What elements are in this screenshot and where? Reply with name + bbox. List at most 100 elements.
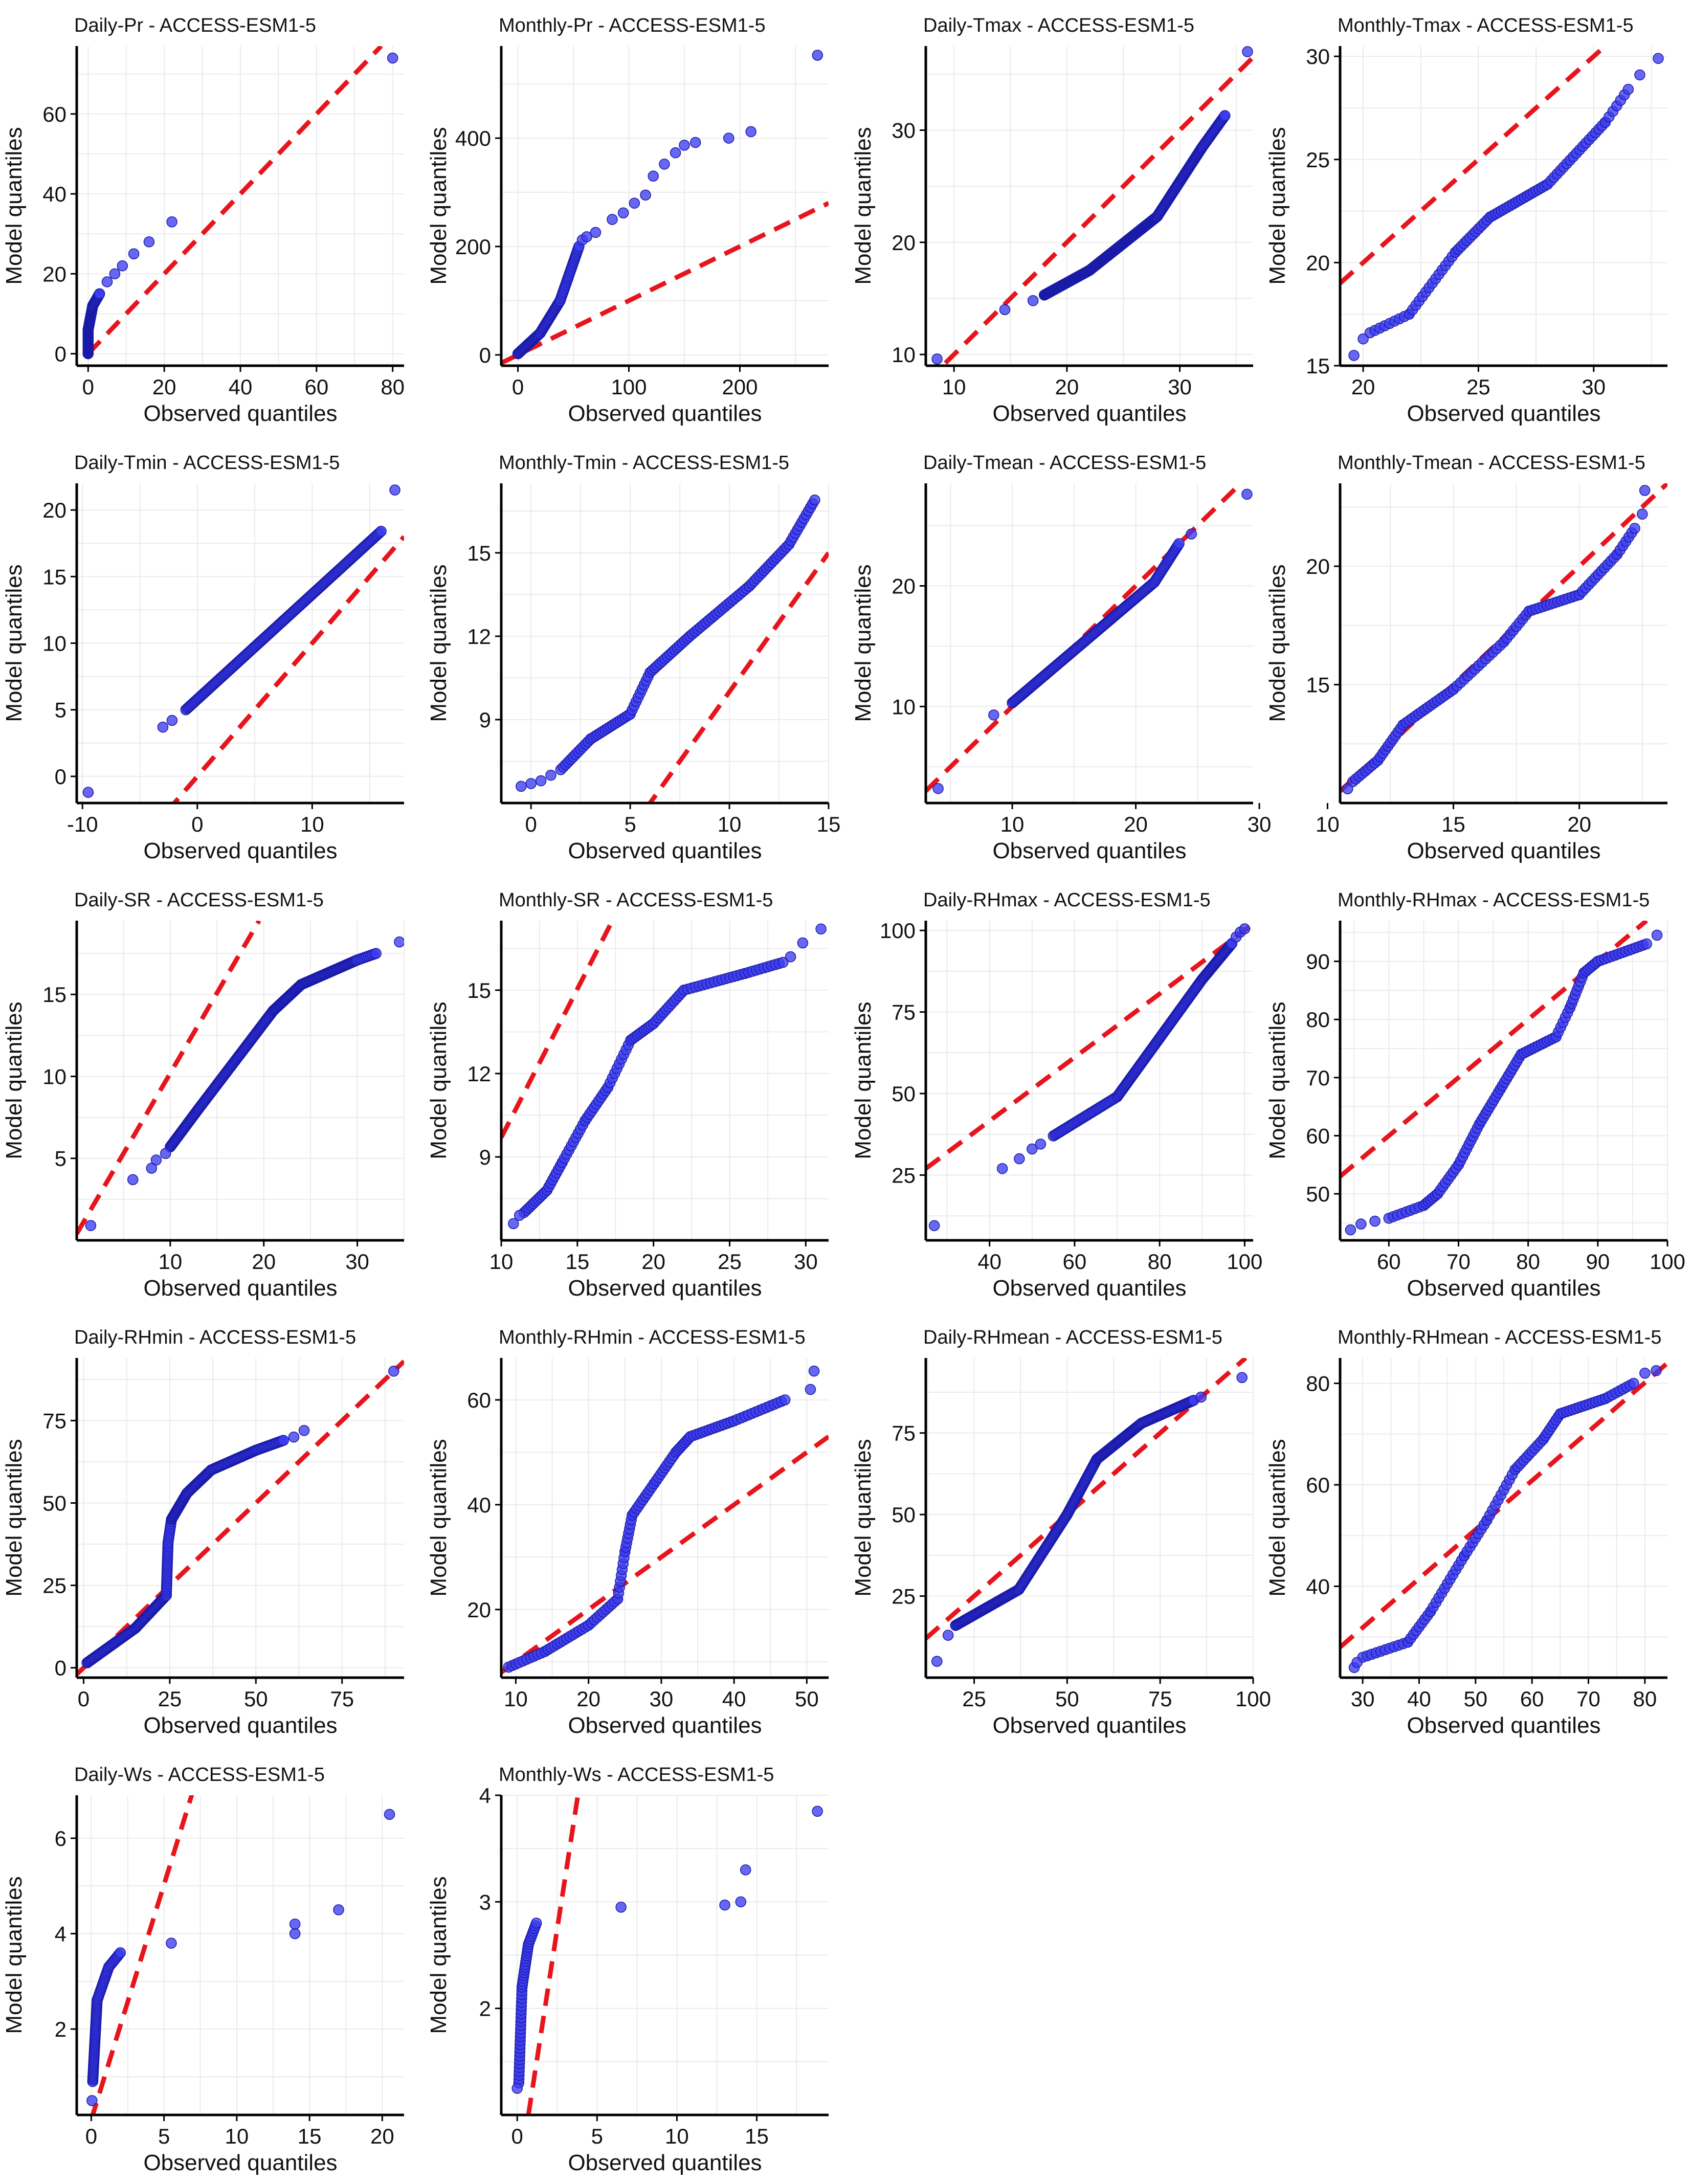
panel-title: Monthly-Tmax - ACCESS-ESM1-5	[1338, 15, 1634, 36]
data-point	[1027, 1143, 1038, 1155]
panel-title: Daily-Tmean - ACCESS-ESM1-5	[923, 452, 1206, 474]
data-point	[815, 923, 827, 935]
data-point	[740, 1864, 751, 1876]
y-tick-label: 2	[479, 1997, 491, 2021]
data-point	[670, 147, 681, 159]
data-point	[516, 781, 527, 792]
reference-line	[1340, 1361, 1667, 1649]
y-tick-label: 75	[892, 1000, 916, 1024]
x-axis-label: Observed quantiles	[1407, 1713, 1600, 1738]
y-tick-label: 10	[892, 695, 916, 719]
x-tick-label: 25	[718, 1250, 742, 1274]
data-point	[278, 1435, 289, 1446]
data-point	[384, 1809, 395, 1820]
y-tick-label: 5	[55, 1147, 66, 1171]
reference-line	[501, 1435, 829, 1675]
panel-title: Monthly-Ws - ACCESS-ESM1-5	[499, 1764, 774, 1786]
y-tick-label: 25	[892, 1163, 916, 1187]
qq-panel: 10 20 30 40 50 20 40 60 Monthly-RHmin - ACCESS-E…	[426, 1327, 829, 1738]
panel-title: Daily-SR - ACCESS-ESM1-5	[74, 889, 324, 911]
data-point	[1035, 1139, 1047, 1150]
y-tick-label: 25	[892, 1585, 916, 1609]
x-tick-label: 30	[650, 1687, 674, 1711]
data-point	[1348, 350, 1360, 361]
y-axis-label: Model quantiles	[1265, 564, 1290, 722]
data-point	[805, 1384, 816, 1395]
data-point	[988, 709, 999, 721]
data-point	[1014, 1153, 1025, 1165]
data-point	[1634, 69, 1645, 81]
y-tick-label: 200	[455, 235, 491, 259]
data-point	[648, 170, 659, 182]
grid-lines	[77, 483, 404, 803]
qq-panel: 25 50 75 100 25 50 75 Daily-RHmean - ACCESS-ESM…	[851, 1327, 1271, 1738]
points-group	[932, 488, 1253, 794]
y-tick-label: 9	[479, 1145, 491, 1169]
points-group	[1348, 53, 1664, 361]
panel-title: Monthly-Pr - ACCESS-ESM1-5	[499, 15, 766, 36]
panel-title: Daily-RHmin - ACCESS-ESM1-5	[74, 1327, 356, 1348]
data-point	[942, 1630, 954, 1641]
x-tick-label: 75	[1148, 1687, 1172, 1711]
data-point	[535, 775, 547, 787]
panel-title: Daily-RHmean - ACCESS-ESM1-5	[923, 1327, 1222, 1348]
data-point	[1641, 938, 1652, 950]
data-point	[511, 2083, 523, 2094]
x-tick-label: 0	[85, 2124, 97, 2148]
data-point	[812, 50, 823, 61]
points-group	[81, 1366, 399, 1668]
y-tick-label: 100	[880, 919, 916, 943]
x-tick-label: 30	[1168, 375, 1192, 399]
data-point	[166, 216, 177, 228]
data-point	[777, 956, 789, 968]
data-point	[797, 937, 809, 949]
panel-title: Monthly-SR - ACCESS-ESM1-5	[499, 889, 773, 911]
data-point	[1345, 1224, 1356, 1236]
x-tick-label: 15	[298, 2124, 322, 2148]
data-point	[745, 126, 756, 138]
x-tick-label: 20	[252, 1250, 276, 1274]
y-axis-label: Model quantiles	[2, 1439, 27, 1596]
x-axis-label: Observed quantiles	[992, 1713, 1186, 1738]
data-point	[1219, 110, 1231, 121]
data-point	[166, 715, 178, 726]
data-point	[514, 1210, 525, 1221]
panel-title: Monthly-Tmean - ACCESS-ESM1-5	[1338, 452, 1645, 474]
reference-line	[77, 921, 261, 1235]
y-axis-label: Model quantiles	[426, 1439, 451, 1596]
data-point	[812, 1806, 823, 1817]
y-tick-label: 20	[892, 231, 916, 255]
x-tick-label: 80	[1516, 1250, 1540, 1274]
data-point	[659, 159, 670, 170]
panel-title: Monthly-RHmean - ACCESS-ESM1-5	[1338, 1327, 1662, 1348]
grid-lines	[501, 1358, 829, 1678]
y-tick-label: 80	[1306, 1008, 1330, 1032]
x-tick-label: 25	[158, 1687, 182, 1711]
y-tick-label: 25	[1306, 148, 1330, 172]
y-tick-label: 4	[55, 1922, 66, 1946]
data-point	[85, 1220, 97, 1231]
data-point	[394, 936, 404, 948]
data-point	[723, 132, 734, 144]
y-tick-label: 0	[55, 342, 66, 366]
points-group	[931, 46, 1253, 365]
panel-title: Monthly-Tmin - ACCESS-ESM1-5	[499, 452, 789, 474]
data-point	[387, 52, 398, 64]
x-tick-label: 100	[1650, 1250, 1685, 1274]
grid-lines	[501, 483, 829, 804]
y-tick-label: 75	[42, 1409, 66, 1433]
y-tick-label: 20	[42, 498, 66, 522]
y-axis-label: Model quantiles	[851, 1439, 876, 1596]
data-point	[375, 526, 387, 537]
data-point	[1637, 508, 1648, 520]
data-point	[1369, 1215, 1381, 1227]
points-group	[1342, 485, 1651, 794]
x-tick-label: 10	[665, 2124, 689, 2148]
y-tick-label: 12	[467, 625, 491, 649]
y-tick-label: 40	[42, 182, 66, 206]
x-tick-label: 40	[1407, 1687, 1431, 1711]
y-tick-label: 60	[1306, 1124, 1330, 1148]
grid-lines	[1340, 921, 1668, 1240]
x-tick-label: 15	[745, 2124, 769, 2148]
